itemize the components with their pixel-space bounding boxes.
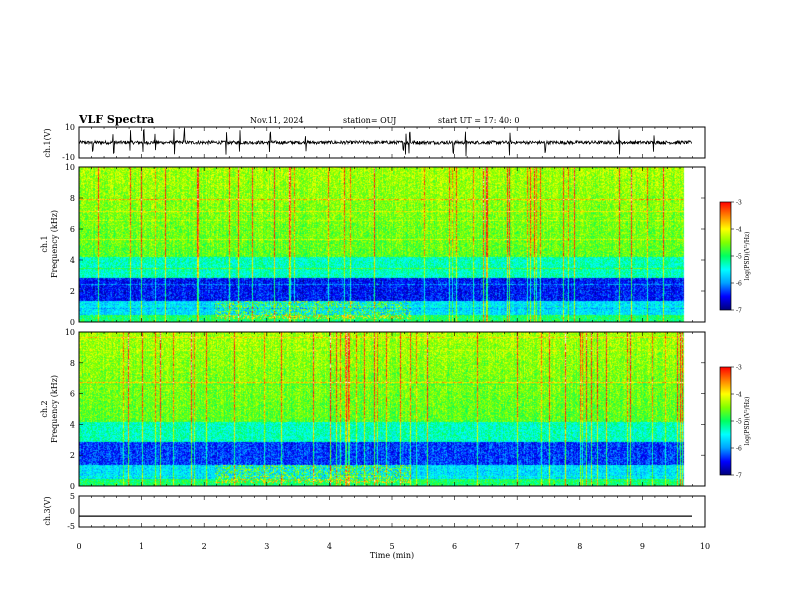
figure-title: VLF Spectra bbox=[78, 113, 154, 126]
ch2-spectrogram-image bbox=[79, 332, 693, 486]
colorbar-tick-label: -7 bbox=[736, 308, 742, 315]
ch2-spectrogram-canvas-wrap bbox=[79, 332, 693, 486]
time-tick-label: 2 bbox=[202, 542, 207, 551]
station-label: station= OUJ bbox=[343, 116, 396, 125]
ch2-spectrogram-panel: 0 2 4 6 8 10 ch.2 Frequency (kHz) -3 -4 -5 -6 -7 … bbox=[40, 328, 751, 491]
colorbar-tick-label: -7 bbox=[736, 473, 742, 480]
frequency-tick-label: 0 bbox=[70, 318, 75, 327]
ch1-spectrogram-image bbox=[79, 167, 693, 322]
ch1-ytick-bottom: -10 bbox=[62, 153, 75, 162]
time-tick-label: 3 bbox=[264, 542, 269, 551]
ch1-spectrogram-canvas-wrap bbox=[79, 167, 693, 322]
ch1-colorbar: -3 -4 -5 -6 -7 log(PSD)(V²/Hz) bbox=[719, 200, 751, 315]
date-label: Nov.11, 2024 bbox=[250, 116, 304, 125]
frequency-tick-label: 2 bbox=[70, 451, 75, 460]
ch2-colorbar: -3 -4 -5 -6 -7 log(PSD)(V²/Hz) bbox=[719, 365, 751, 480]
ch3-waveform-panel: 5 0 -5 ch.3(V) bbox=[43, 492, 706, 531]
colorbar-tick-label: -6 bbox=[736, 281, 742, 288]
ch1-spectrogram-ylabel: Frequency (kHz) bbox=[50, 210, 59, 278]
frequency-tick-label: 2 bbox=[70, 287, 75, 296]
time-tick-label: 0 bbox=[76, 542, 81, 551]
colorbar-tick-label: -6 bbox=[736, 446, 742, 453]
colorbar-tick-label: -5 bbox=[736, 419, 742, 426]
ch3-waveform-frame bbox=[78, 495, 706, 528]
frequency-tick-label: 4 bbox=[70, 420, 75, 429]
frequency-tick-label: 8 bbox=[70, 359, 75, 368]
time-tick-label: 10 bbox=[700, 542, 710, 551]
ch1-spectrogram-channel-label: ch.1 bbox=[40, 235, 49, 252]
colorbar-tick-label: -3 bbox=[736, 200, 742, 207]
frequency-tick-label: 6 bbox=[70, 225, 75, 234]
frequency-tick-label: 10 bbox=[65, 163, 75, 172]
time-tick-label: 6 bbox=[452, 542, 457, 551]
ch1-spectrogram-panel: 0 2 4 6 8 10 ch.1 Frequency (kHz) -3 -4 -5 -6 -7 … bbox=[40, 163, 751, 327]
frequency-tick-label: 8 bbox=[70, 194, 75, 203]
ch3-ytick-top: 5 bbox=[70, 492, 75, 501]
ch1-colorbar-label: log(PSD)(V²/Hz) bbox=[744, 232, 751, 281]
ch3-ytick-mid: 0 bbox=[70, 507, 75, 516]
frequency-tick-label: 4 bbox=[70, 256, 75, 265]
frequency-tick-label: 10 bbox=[65, 328, 75, 337]
ch2-spectrogram-channel-label: ch.2 bbox=[40, 400, 49, 417]
colorbar-tick-label: -4 bbox=[736, 392, 742, 399]
colorbar-tick-label: -3 bbox=[736, 365, 742, 372]
ch2-colorbar-gradient bbox=[720, 367, 731, 475]
ch3-waveform-ylabel: ch.3(V) bbox=[43, 496, 52, 525]
ch1-ytick-top: 10 bbox=[65, 123, 75, 132]
time-axis-tick-labels: 0 1 2 3 4 5 6 7 8 9 10 bbox=[76, 542, 710, 551]
ch2-spectrogram-ylabel: Frequency (kHz) bbox=[50, 375, 59, 443]
colorbar-tick-label: -4 bbox=[736, 227, 742, 234]
colorbar-tick-label: -5 bbox=[736, 254, 742, 261]
ch1-waveform-ylabel: ch.1(V) bbox=[43, 128, 52, 157]
time-axis-label: Time (min) bbox=[370, 551, 414, 560]
ch1-waveform-trace bbox=[78, 127, 693, 157]
time-tick-label: 9 bbox=[640, 542, 645, 551]
ch1-colorbar-gradient bbox=[720, 202, 731, 310]
time-axis-ticks bbox=[78, 127, 706, 527]
time-tick-label: 4 bbox=[327, 542, 332, 551]
ch1-waveform-panel: 10 -10 ch.1(V) bbox=[43, 123, 706, 162]
ch2-colorbar-label: log(PSD)(V²/Hz) bbox=[744, 397, 751, 446]
time-tick-label: 8 bbox=[577, 542, 582, 551]
time-tick-label: 7 bbox=[515, 542, 520, 551]
frequency-tick-label: 0 bbox=[70, 482, 75, 491]
frequency-tick-label: 6 bbox=[70, 390, 75, 399]
time-tick-label: 5 bbox=[389, 542, 394, 551]
ch3-ytick-bottom: -5 bbox=[67, 522, 75, 531]
time-tick-label: 1 bbox=[139, 542, 144, 551]
start-time-label: start UT = 17: 40: 0 bbox=[438, 116, 519, 125]
